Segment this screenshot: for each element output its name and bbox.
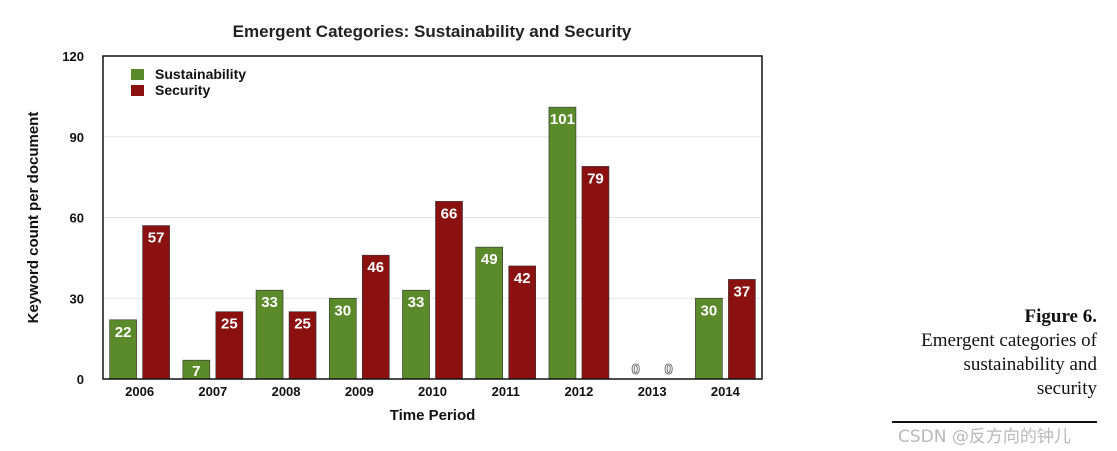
- bar: [109, 319, 137, 380]
- data-label: 49: [481, 251, 498, 268]
- legend-label: Security: [155, 82, 210, 98]
- data-label: 79: [587, 170, 604, 187]
- bar: [435, 201, 463, 380]
- caption-line: Emergent categories of: [921, 330, 1097, 351]
- caption-line: sustainability and: [963, 354, 1097, 375]
- figure-number: Figure 6.: [1024, 306, 1097, 327]
- data-label: 0: [664, 361, 672, 378]
- bar: [548, 106, 577, 380]
- x-tick-label: 2006: [125, 384, 154, 399]
- plot-frame: [102, 55, 763, 380]
- y-tick-label: 120: [62, 49, 84, 64]
- bar: [581, 166, 610, 380]
- data-label: 42: [514, 270, 531, 287]
- x-tick-label: 2010: [418, 384, 447, 399]
- data-label: 22: [115, 324, 132, 341]
- x-tick-label: 2008: [272, 384, 301, 399]
- figure-caption: Figure 6. Emergent categories of sustain…: [857, 305, 1097, 401]
- data-label: 66: [441, 205, 458, 222]
- bar: [288, 311, 317, 380]
- data-label: 30: [701, 302, 718, 319]
- y-axis-label: Keyword count per document: [25, 112, 42, 324]
- legend-label: Sustainability: [155, 66, 246, 82]
- x-axis-ticks: 2006 2007 2008 2009 2010 2011 2012 2013 2014: [125, 384, 740, 399]
- data-label: 57: [148, 230, 165, 247]
- x-tick-label: 2013: [638, 384, 667, 399]
- x-tick-label: 2012: [564, 384, 593, 399]
- data-label: 33: [261, 294, 278, 311]
- y-tick-label: 0: [77, 372, 84, 387]
- y-tick-label: 60: [70, 211, 84, 226]
- x-axis-label: Time Period: [390, 407, 476, 424]
- bar: [508, 265, 537, 380]
- bars: [109, 106, 756, 380]
- data-label: 30: [334, 302, 351, 319]
- data-label: 25: [294, 316, 311, 333]
- data-label: 0: [631, 361, 639, 378]
- data-label: 33: [408, 294, 425, 311]
- data-label: 37: [734, 283, 751, 300]
- x-tick-label: 2011: [492, 384, 520, 399]
- bar: [475, 246, 504, 380]
- y-tick-label: 90: [70, 130, 84, 145]
- caption-divider: [892, 421, 1097, 423]
- bar: [255, 289, 284, 380]
- data-label: 46: [367, 259, 384, 276]
- data-label: 25: [221, 316, 238, 333]
- watermark: CSDN @反方向的钟儿: [898, 427, 1071, 447]
- data-label: 7: [192, 363, 200, 380]
- data-labels: 22 57 7 25 33 25 30 46 33 66 49 42 101 79 0 0 30 37: [115, 111, 750, 380]
- x-tick-label: 2007: [198, 384, 227, 399]
- x-tick-label: 2014: [711, 384, 741, 399]
- chart-title: Emergent Categories: Sustainability and …: [233, 22, 632, 41]
- legend-swatch: [131, 69, 144, 80]
- y-axis-ticks: 0 30 60 90 120: [62, 49, 84, 387]
- caption-line: security: [1036, 378, 1097, 399]
- grid-lines: [103, 136, 762, 299]
- x-tick-label: 2009: [345, 384, 374, 399]
- legend-swatch: [131, 85, 144, 96]
- bar: [142, 225, 170, 380]
- y-tick-label: 30: [70, 291, 84, 306]
- data-label: 101: [550, 111, 575, 128]
- bar: [402, 289, 430, 380]
- bar: [215, 311, 244, 380]
